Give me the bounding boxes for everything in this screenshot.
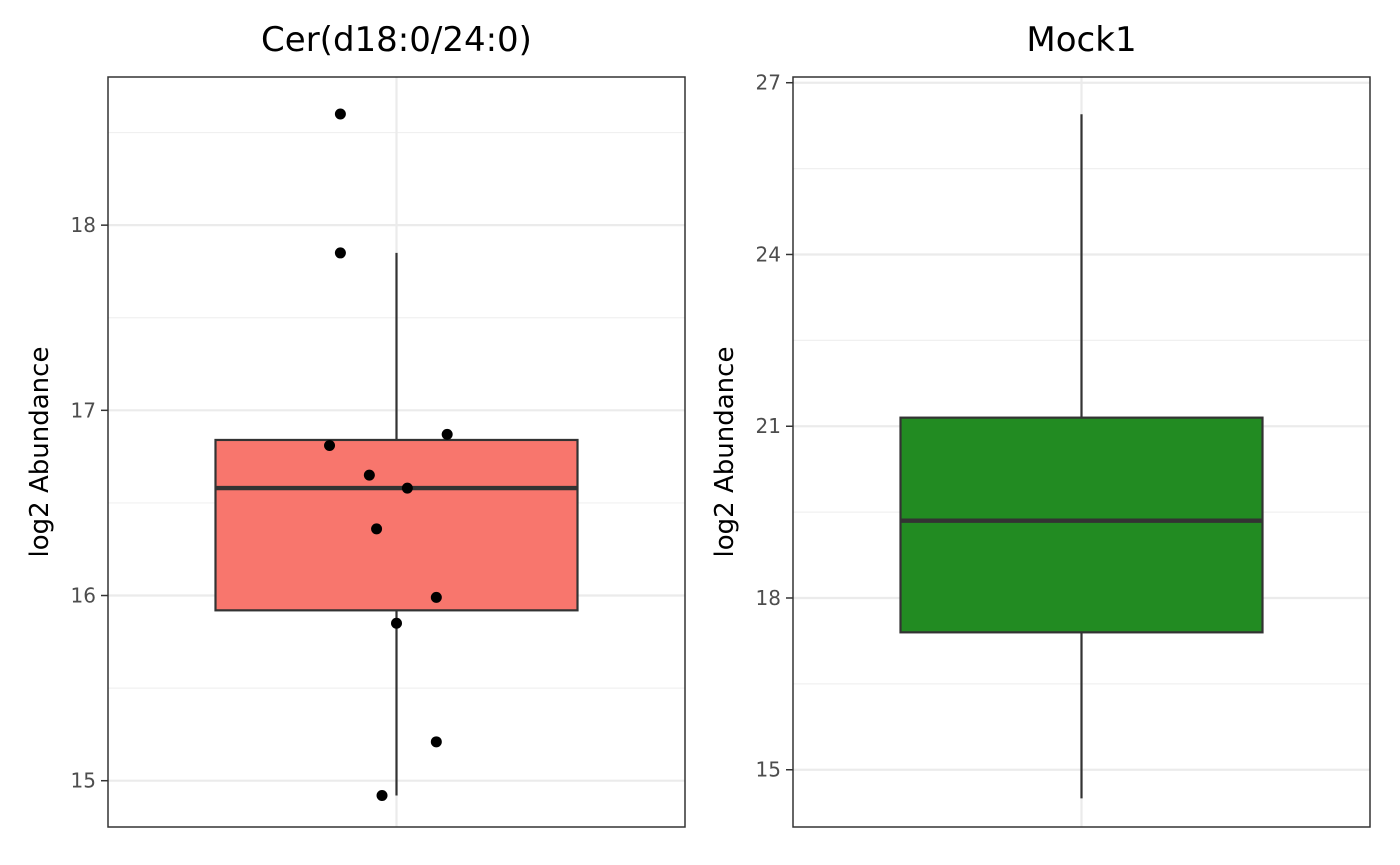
box [899,416,1264,634]
data-point [391,617,402,629]
data-point [363,469,375,481]
y-tick-label: 15 [71,769,96,793]
chart-panel-mock1: Mock1 log2 Abundance 15 18 21 24 27 [685,0,1400,865]
y-tick-label: 24 [756,242,781,266]
y-tick-label: 18 [756,586,781,610]
data-point [430,591,442,603]
data-point [441,428,453,440]
data-point [334,108,346,120]
panel-border [792,76,1371,828]
y-tick-label: 27 [756,71,781,95]
panel-border [107,76,686,828]
chart-title: Cer(d18:0/24:0) [261,20,532,60]
chart-title: Mock1 [1026,20,1137,60]
y-tick-label: 16 [71,584,96,608]
chart-panel-cer: Cer(d18:0/24:0) log2 Abundance 15 16 17 18 [25,20,686,828]
box [214,438,579,612]
data-point [324,440,336,452]
y-tick-label: 21 [756,414,781,438]
y-tick-label: 15 [756,758,781,782]
data-point [334,247,346,259]
data-point [376,790,388,802]
y-tick-label: 17 [71,398,96,422]
data-point [430,736,442,748]
plot-area: 15 18 21 24 27 [756,71,1371,828]
plot-area: 15 16 17 18 [71,76,686,828]
data-point [401,482,413,494]
y-tick-label: 18 [71,213,96,237]
data-point [371,523,383,535]
